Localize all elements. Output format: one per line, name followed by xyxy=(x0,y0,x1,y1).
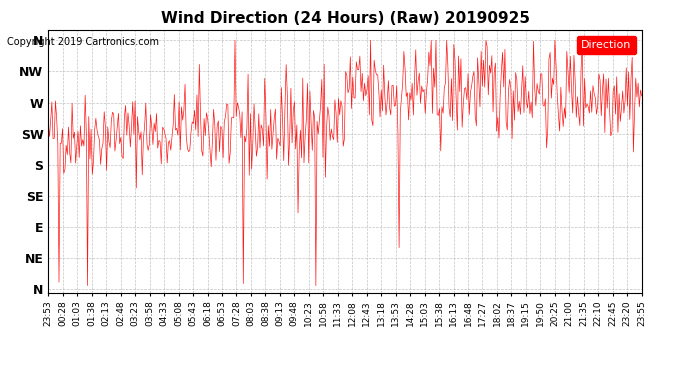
Title: Wind Direction (24 Hours) (Raw) 20190925: Wind Direction (24 Hours) (Raw) 20190925 xyxy=(161,11,529,26)
Legend: Direction: Direction xyxy=(577,36,636,54)
Text: Copyright 2019 Cartronics.com: Copyright 2019 Cartronics.com xyxy=(7,37,159,47)
